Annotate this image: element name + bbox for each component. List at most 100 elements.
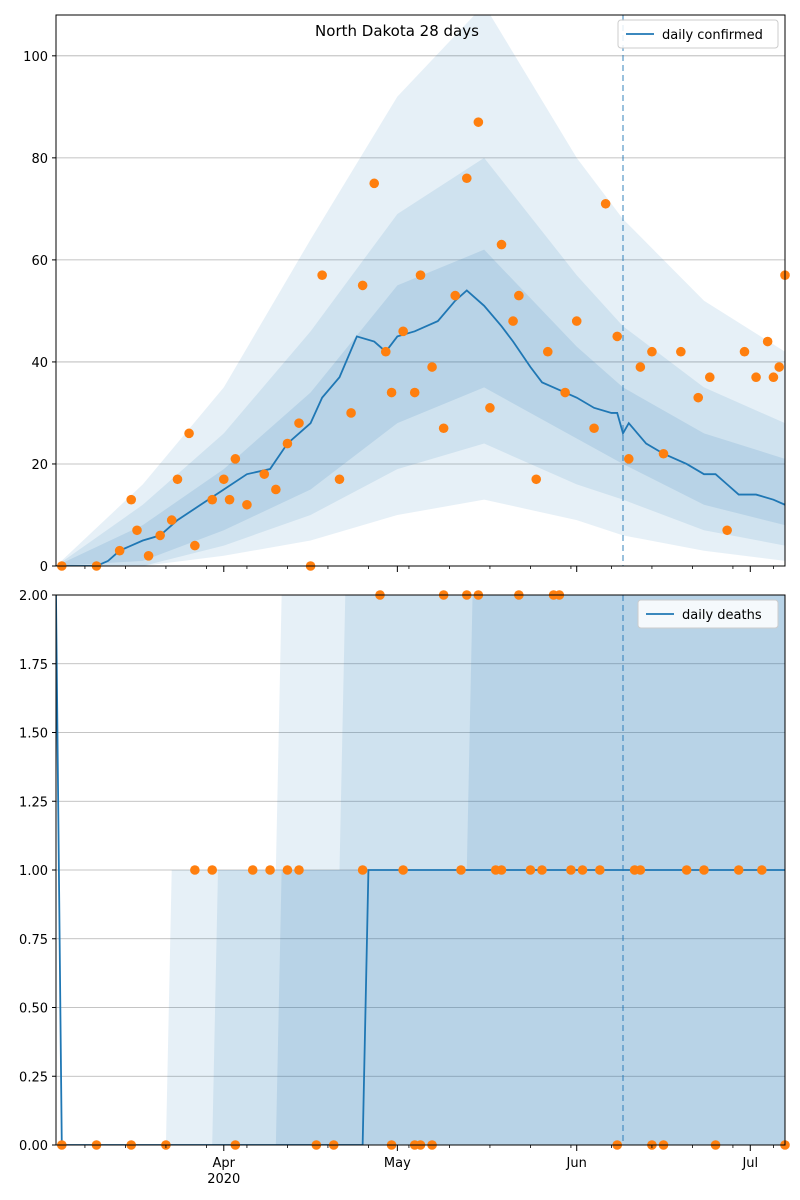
y-tick-label: 20 <box>31 458 48 473</box>
data-point <box>595 865 605 875</box>
x-tick-label: May <box>384 1156 411 1171</box>
y-tick-label: 0.75 <box>19 933 48 948</box>
data-point <box>357 865 368 875</box>
data-point <box>600 198 611 209</box>
plot-area <box>56 15 785 566</box>
data-point <box>542 346 553 357</box>
data-point <box>456 865 466 875</box>
data-point <box>681 865 692 875</box>
data-point <box>676 346 686 357</box>
data-point <box>207 865 218 875</box>
deaths-panel: 0.00 0.25 0.50 0.75 1.00 1.25 1.50 1.75 2.00 Apr M… <box>19 589 790 1187</box>
data-point <box>357 280 368 291</box>
y-tick-label: 60 <box>31 254 48 269</box>
data-point <box>398 326 408 337</box>
data-point <box>693 392 704 403</box>
median-line <box>56 289 785 566</box>
chart-title: North Dakota 28 days <box>315 22 479 40</box>
data-point <box>415 270 426 280</box>
legend-box <box>637 599 779 629</box>
data-point <box>537 865 547 875</box>
data-point <box>334 474 345 485</box>
uncertainty-band <box>56 15 785 566</box>
data-point <box>271 484 281 495</box>
data-point <box>380 346 391 357</box>
y-tick-label: 40 <box>31 356 48 371</box>
y-tick-label: 100 <box>23 50 48 65</box>
data-point <box>184 428 194 439</box>
uncertainty-band <box>56 157 785 566</box>
y-tick-label: 0.00 <box>19 1139 48 1154</box>
data-point <box>635 865 646 875</box>
data-point <box>566 865 576 875</box>
y-tick-label: 0.50 <box>19 1002 48 1017</box>
data-point <box>577 865 588 875</box>
data-point <box>247 865 258 875</box>
data-point <box>589 423 599 434</box>
data-point <box>774 362 785 372</box>
y-tick-label: 1.25 <box>19 795 48 810</box>
data-point <box>282 865 293 875</box>
data-point <box>126 494 137 505</box>
data-point <box>612 331 623 342</box>
data-point <box>508 316 518 326</box>
legend-box <box>617 19 779 49</box>
y-tick-label: 1.50 <box>19 727 48 742</box>
data-point <box>294 418 304 428</box>
data-point <box>496 239 507 250</box>
data-point <box>224 494 235 505</box>
data-point <box>317 270 327 280</box>
data-point <box>751 372 761 383</box>
data-point <box>398 865 408 875</box>
data-point <box>722 525 732 536</box>
data-point <box>265 865 275 875</box>
data-point <box>143 550 154 561</box>
data-point <box>473 117 484 127</box>
x-tick-label: Jul <box>741 1156 758 1171</box>
data-point <box>409 387 420 398</box>
data-point <box>190 865 200 875</box>
data-point <box>427 362 437 372</box>
x-tick-year-label: 2020 <box>207 1172 240 1187</box>
data-point <box>704 372 715 383</box>
data-point <box>531 474 542 485</box>
data-point <box>190 540 200 551</box>
data-point <box>346 408 356 418</box>
data-point <box>230 454 241 464</box>
data-point <box>132 525 142 536</box>
median-line <box>56 595 785 1145</box>
data-point <box>733 865 744 875</box>
data-point <box>461 173 472 184</box>
data-point <box>450 290 461 301</box>
data-point <box>757 865 767 875</box>
data-point <box>207 494 218 505</box>
plot-area <box>56 595 785 1145</box>
data-point <box>560 387 570 398</box>
data-point <box>647 346 657 357</box>
y-tick-label: 80 <box>31 152 48 167</box>
data-point <box>294 865 304 875</box>
data-point <box>282 438 293 449</box>
confirmed-panel: 0 20 40 60 80 100 daily confirmed <box>23 14 790 575</box>
data-point <box>762 336 773 347</box>
legend-label: daily deaths <box>682 608 762 623</box>
data-point <box>259 469 270 479</box>
x-tick-label: Jun <box>566 1156 587 1171</box>
y-tick-label: 1.00 <box>19 864 48 879</box>
data-point <box>114 545 125 556</box>
data-point <box>768 372 779 383</box>
legend: daily confirmed <box>617 19 779 49</box>
data-point <box>155 530 165 541</box>
data-point <box>242 499 252 510</box>
y-tick-label: 2.00 <box>19 589 48 604</box>
data-point <box>438 423 449 434</box>
legend-label: daily confirmed <box>662 28 763 43</box>
y-tick-label: 0 <box>40 560 48 575</box>
x-tick-label: Apr <box>213 1156 236 1171</box>
data-point <box>658 448 669 459</box>
data-point <box>172 474 183 485</box>
data-point <box>739 346 750 357</box>
data-point <box>623 454 634 464</box>
data-point <box>485 403 495 413</box>
